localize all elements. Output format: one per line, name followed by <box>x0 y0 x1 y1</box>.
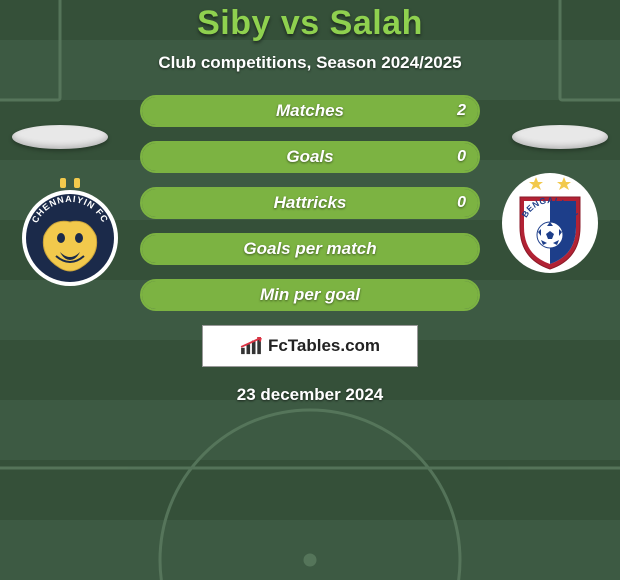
stat-row: Goals per match <box>140 233 480 265</box>
subtitle: Club competitions, Season 2024/2025 <box>158 53 461 73</box>
stat-row: Min per goal <box>140 279 480 311</box>
stat-label: Hattricks <box>274 193 347 213</box>
stat-label: Goals per match <box>243 239 376 259</box>
bengaluru-crest-icon: BENGALURU <box>500 167 600 275</box>
player-left-base-ellipse <box>12 125 108 149</box>
stat-label: Min per goal <box>260 285 360 305</box>
player-right-base-ellipse <box>512 125 608 149</box>
chennaiyin-fc-crest-icon: CHENNAIYIN FC <box>20 176 120 290</box>
stat-row: Hattricks 0 <box>140 187 480 219</box>
stat-label: Matches <box>276 101 344 121</box>
content: Siby vs Salah Club competitions, Season … <box>0 0 620 580</box>
crest-left: CHENNAIYIN FC <box>20 178 120 288</box>
stat-row: Matches 2 <box>140 95 480 127</box>
stat-value-right: 2 <box>457 102 466 120</box>
page-title: Siby vs Salah <box>197 4 423 43</box>
stat-label: Goals <box>286 147 333 167</box>
crest-right: BENGALURU <box>500 166 600 276</box>
footer-logo: FcTables.com <box>202 325 418 367</box>
date: 23 december 2024 <box>237 385 384 405</box>
stat-value-right: 0 <box>457 148 466 166</box>
footer-logo-text: FcTables.com <box>268 336 380 356</box>
stat-value-right: 0 <box>457 194 466 212</box>
stat-row: Goals 0 <box>140 141 480 173</box>
bar-chart-icon <box>240 337 262 355</box>
